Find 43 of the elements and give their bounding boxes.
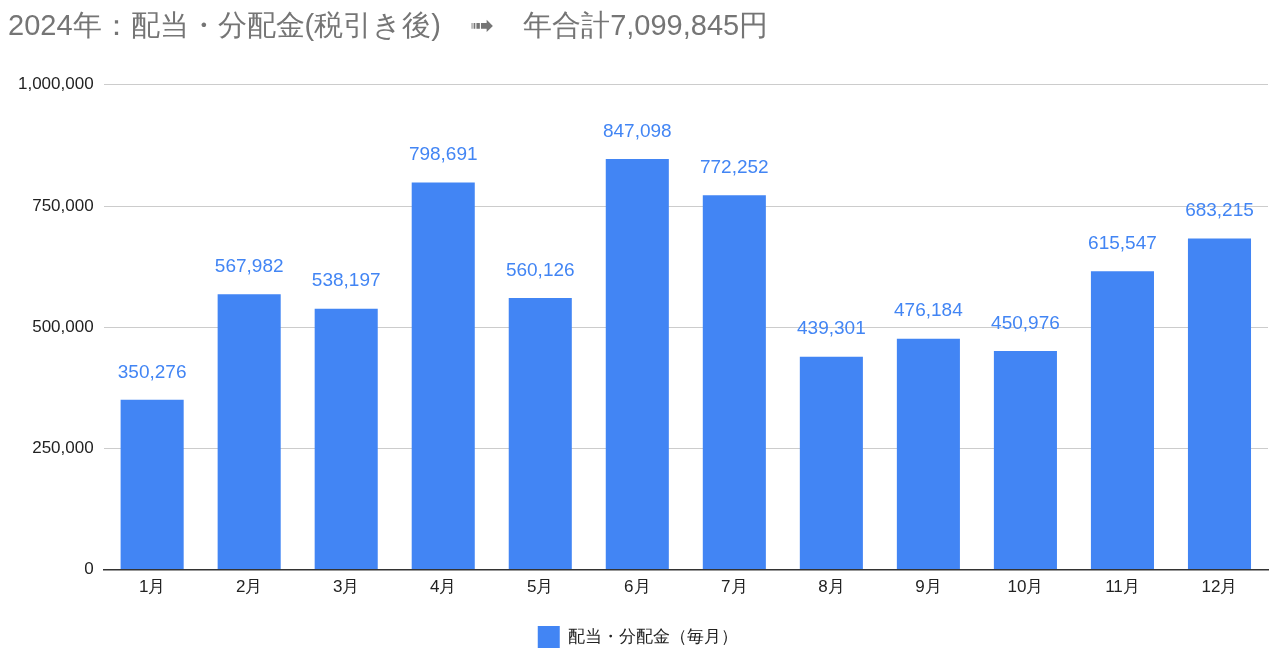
data-label: 772,252	[699, 155, 769, 177]
x-tick-label: 2月	[235, 577, 263, 597]
bar	[120, 399, 184, 570]
bar	[702, 195, 766, 570]
bar	[605, 158, 669, 570]
data-label: 538,197	[311, 269, 381, 291]
data-label: 847,098	[602, 119, 672, 141]
data-label: 439,301	[797, 317, 866, 339]
x-tick-label: 8月	[818, 577, 845, 597]
bar	[799, 356, 863, 570]
y-tick-label: 0	[84, 559, 94, 579]
bar	[1187, 238, 1252, 570]
x-tick-label: 11月	[1105, 577, 1140, 597]
x-tick-label: 12月	[1201, 577, 1238, 597]
y-tick-label: 1,000,000	[17, 74, 94, 94]
legend-label: 配当・分配金（毎月）	[568, 626, 739, 646]
bar	[508, 298, 572, 570]
data-label: 683,215	[1185, 199, 1254, 221]
x-tick-label: 7月	[721, 577, 748, 597]
data-label: 615,547	[1088, 231, 1157, 253]
y-tick-label: 750,000	[32, 195, 94, 215]
data-label: 567,982	[214, 254, 284, 276]
bar	[993, 350, 1057, 570]
data-label: 560,126	[505, 258, 575, 280]
bar	[896, 338, 960, 570]
x-tick-label: 1月	[138, 577, 166, 597]
y-tick-label: 250,000	[32, 438, 94, 458]
data-label: 476,184	[894, 299, 964, 321]
bar	[411, 182, 475, 570]
y-tick-label: 500,000	[32, 316, 94, 336]
data-label: 350,276	[117, 360, 187, 382]
x-tick-label: 4月	[430, 577, 457, 597]
x-tick-label: 10月	[1007, 577, 1044, 597]
data-label: 798,691	[408, 143, 478, 165]
bar	[1090, 271, 1154, 570]
x-tick-label: 3月	[332, 577, 360, 597]
x-tick-label: 9月	[915, 577, 942, 597]
bar	[217, 294, 281, 570]
x-tick-label: 6月	[624, 577, 651, 597]
chart-title: 2024年：配当・分配金(税引き後) ➟ 年合計7,099,845円	[8, 9, 769, 42]
bar	[314, 308, 378, 570]
data-label: 450,976	[991, 311, 1060, 333]
x-tick-label: 5月	[527, 577, 554, 597]
